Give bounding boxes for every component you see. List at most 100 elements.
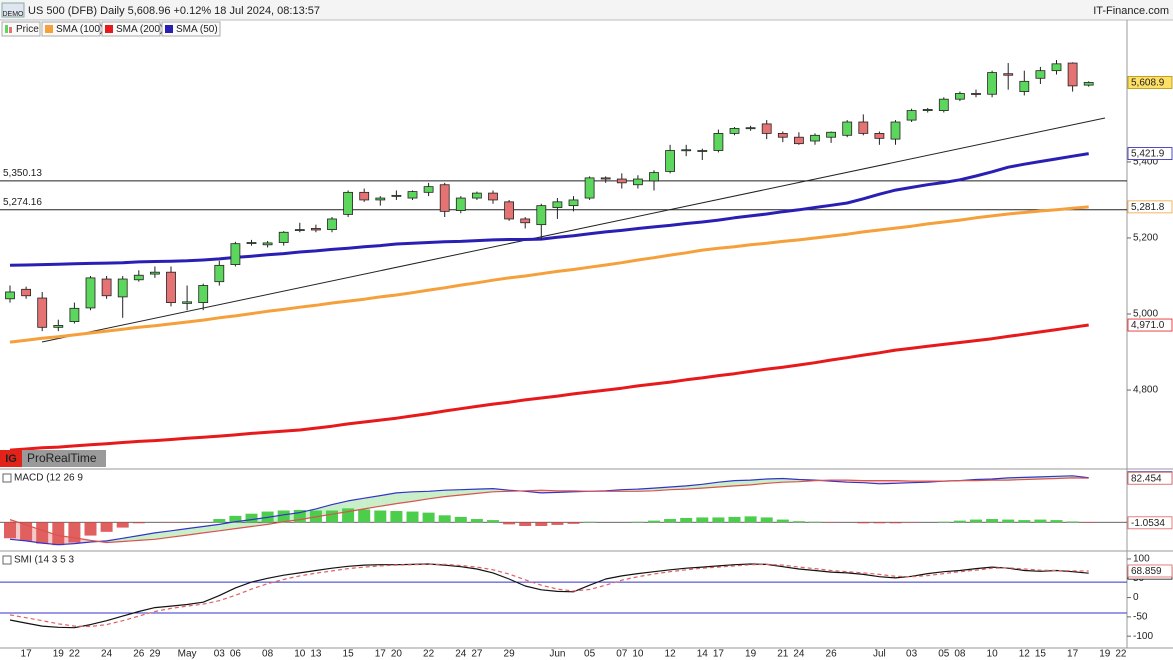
x-tick-label: 26 <box>826 649 838 660</box>
histogram-bar <box>100 522 113 532</box>
histogram-bar <box>937 521 950 523</box>
histogram-bar <box>792 521 805 523</box>
histogram-bar <box>277 510 290 523</box>
histogram-bar <box>905 522 918 523</box>
histogram-bar <box>4 522 16 539</box>
histogram-bar <box>535 522 548 526</box>
histogram-bar <box>52 522 65 546</box>
value-label-box <box>1127 564 1173 578</box>
histogram-bar <box>165 522 177 523</box>
candle-body <box>5 291 15 300</box>
level-label-box <box>0 166 44 179</box>
candle-body <box>890 121 901 140</box>
histogram-bar <box>358 509 371 523</box>
histogram-bar <box>229 515 242 523</box>
x-tick-label: 20 <box>391 649 403 660</box>
sma-line <box>9 152 1089 267</box>
value-label: 4,971.0 <box>1131 320 1165 331</box>
candle-body <box>375 197 386 201</box>
candle-body <box>1003 73 1014 76</box>
y-tick-label: 5,000 <box>1133 309 1158 320</box>
badge-box <box>1 2 25 18</box>
candle-body <box>262 242 273 246</box>
x-tick-label: 29 <box>149 649 161 660</box>
candle-body <box>955 93 965 100</box>
logo-ig-box <box>0 450 22 467</box>
candle-body <box>310 228 321 231</box>
candle-body <box>166 271 176 304</box>
x-tick-label: 03 <box>906 649 918 660</box>
histogram-bar <box>760 517 773 523</box>
histogram-bar <box>776 519 789 523</box>
candle-body <box>327 218 337 231</box>
x-tick-label: 06 <box>230 649 242 660</box>
value-label-box <box>1127 318 1173 332</box>
candle-body <box>584 177 595 199</box>
histogram-bar <box>406 511 419 523</box>
candle-body <box>278 231 289 243</box>
legend-box <box>161 21 221 37</box>
histogram-bar <box>825 522 838 523</box>
candle-body <box>568 199 579 207</box>
macd-fill <box>396 491 413 504</box>
legend-label: SMA (100) <box>56 24 103 35</box>
macd-line <box>9 475 1089 546</box>
histogram-bar <box>986 519 999 523</box>
value-label-box <box>1127 200 1173 214</box>
y-tick-label: -100 <box>1133 631 1153 642</box>
histogram-bar <box>728 516 741 523</box>
x-tick-label: 05 <box>938 649 950 660</box>
candle-body <box>665 150 675 172</box>
candle-body <box>423 186 434 193</box>
indicator-title: MACD (12 26 9 <box>14 473 83 484</box>
legend-icon <box>5 25 8 33</box>
x-tick-label: 19 <box>745 649 757 660</box>
x-tick-label: 08 <box>954 649 966 660</box>
level-label: 5,350.13 <box>3 168 42 179</box>
histogram-bar <box>631 521 644 523</box>
x-tick-label: 26 <box>133 649 145 660</box>
legend-label: SMA (200) <box>116 24 163 35</box>
candle-body <box>922 109 933 111</box>
candle-body <box>504 201 515 220</box>
x-tick-label: 29 <box>504 649 516 660</box>
histogram-bar <box>374 510 387 523</box>
site-name: IT-Finance.com <box>1093 5 1169 17</box>
value-label: 5,281.8 <box>1131 202 1165 213</box>
x-tick-label: 10 <box>987 649 999 660</box>
histogram-bar <box>116 522 129 528</box>
candle-body <box>37 297 48 328</box>
candle-body <box>906 110 917 121</box>
histogram-bar <box>970 519 982 523</box>
histogram-bar <box>181 522 194 523</box>
legend-box <box>41 21 101 37</box>
candle-body <box>826 131 836 138</box>
macd-fill <box>734 480 751 486</box>
x-tick-label: 19 <box>1099 649 1111 660</box>
histogram-bar <box>664 519 677 523</box>
histogram-bar <box>454 516 467 523</box>
histogram-bar <box>583 521 596 523</box>
candle-body <box>101 278 112 297</box>
histogram-bar <box>487 520 499 523</box>
candle-body <box>1019 80 1030 92</box>
x-tick-label: 05 <box>584 649 596 660</box>
candle-body <box>649 172 659 182</box>
candle-body <box>69 307 80 323</box>
value-label: 5,421.9 <box>1131 149 1165 160</box>
macd-line <box>9 477 1089 544</box>
macd-fill <box>364 495 381 509</box>
x-tick-label: 12 <box>1019 649 1031 660</box>
histogram-bar <box>889 522 902 524</box>
candle-body <box>149 271 160 275</box>
plot-area <box>0 475 1127 546</box>
x-tick-label: 22 <box>423 649 435 660</box>
value-label: 5,608.9 <box>1131 78 1165 89</box>
indicator-title: SMI (14 3 5 3 <box>14 555 74 566</box>
histogram-bar <box>857 522 870 524</box>
candle-body <box>713 133 724 151</box>
value-label: 68.859 <box>1131 566 1162 577</box>
macd-fill <box>702 482 719 489</box>
y-tick-label: 100 <box>1133 554 1150 565</box>
